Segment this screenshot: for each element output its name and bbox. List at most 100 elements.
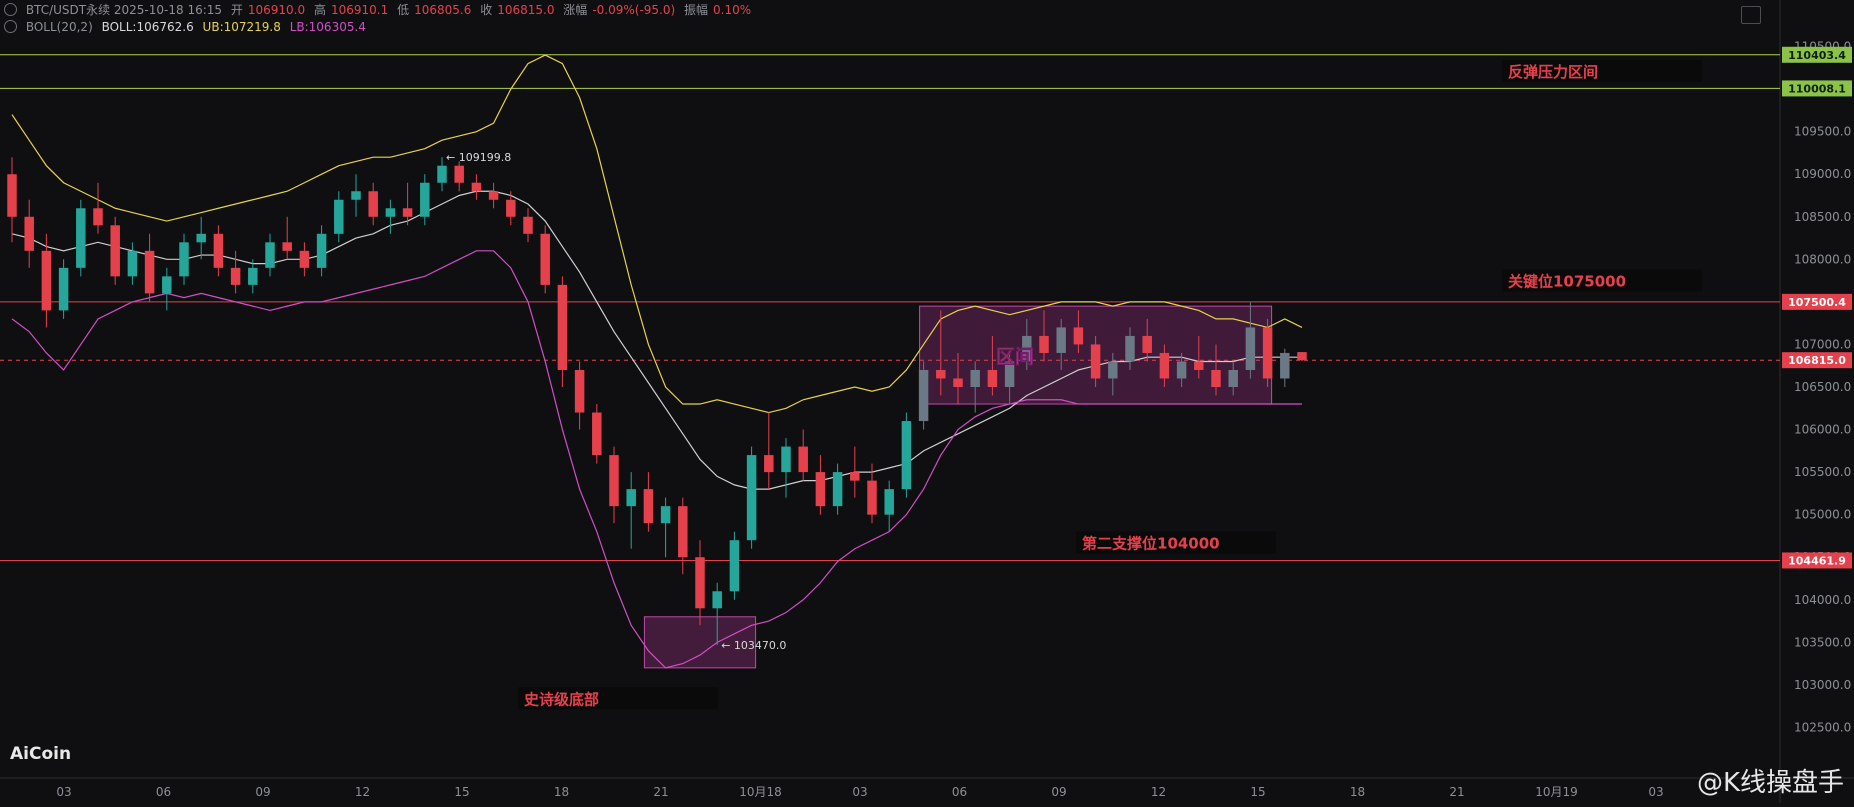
- candle: [523, 208, 533, 243]
- candle-body: [712, 591, 722, 609]
- candle: [316, 225, 327, 277]
- candle: [798, 429, 808, 481]
- annotation-bg: [518, 687, 718, 710]
- candle: [334, 191, 344, 243]
- eye-icon[interactable]: [4, 20, 17, 33]
- candle-body: [1297, 352, 1307, 361]
- candle: [368, 182, 378, 226]
- candle: [746, 446, 757, 549]
- candle: [574, 361, 585, 430]
- candle-body: [213, 233, 224, 268]
- candle-body: [867, 480, 877, 515]
- y-tick-label: 108000.0: [1794, 252, 1851, 266]
- candle-body: [41, 250, 52, 311]
- candle: [1142, 318, 1152, 362]
- x-tick-label: 10月18: [739, 785, 782, 799]
- x-tick-label: 21: [653, 785, 668, 799]
- candle-body: [1159, 352, 1170, 379]
- candle: [712, 582, 722, 645]
- candle-body: [316, 233, 327, 268]
- symbol-line: BTC/USDT永续 2025-10-18 16:15: [25, 3, 223, 17]
- candle: [196, 216, 206, 260]
- boll-label[interactable]: BOLL(20,2): [25, 20, 93, 34]
- annotation-bg: [1502, 269, 1702, 292]
- candle-body: [437, 165, 447, 183]
- candle: [1245, 301, 1256, 379]
- candle-body: [110, 225, 120, 277]
- candle-body: [815, 472, 826, 507]
- settings-icon[interactable]: [1741, 6, 1761, 24]
- candle-body: [1056, 327, 1066, 353]
- candle-body: [162, 276, 172, 294]
- annotation-label: 区间: [996, 346, 1034, 368]
- eye-icon[interactable]: [4, 3, 17, 16]
- candle-body: [970, 369, 980, 387]
- boll-upper-band: [11, 54, 1303, 414]
- y-tick-label: 104000.0: [1794, 593, 1851, 607]
- boll-middle-band: [11, 190, 1302, 490]
- price-tag: [1782, 552, 1852, 569]
- price-tag: [1782, 80, 1852, 97]
- candle-body: [1090, 344, 1101, 379]
- high-value: 106910.1: [330, 3, 389, 17]
- x-tick-label: 10月19: [1535, 785, 1578, 799]
- candle-body: [609, 455, 619, 507]
- candle: [1056, 318, 1066, 370]
- annotation-bg: [1502, 60, 1702, 83]
- candle: [540, 225, 550, 294]
- candle-body: [850, 472, 860, 481]
- candle: [781, 438, 791, 498]
- candle-body: [1262, 327, 1273, 379]
- candle-body: [299, 250, 310, 268]
- candle: [815, 455, 826, 515]
- y-tick-label: 106000.0: [1794, 423, 1851, 437]
- candle: [1194, 335, 1204, 379]
- candle-body: [832, 472, 843, 507]
- boll-ub-value: UB:107219.8: [202, 20, 281, 34]
- y-tick-label: 106500.0: [1794, 380, 1851, 394]
- candle-body: [265, 242, 275, 268]
- candle: [1280, 348, 1290, 387]
- candle: [953, 352, 963, 405]
- candle: [248, 259, 258, 294]
- price-tag-label: 110008.1: [1788, 82, 1846, 95]
- candle: [265, 233, 275, 277]
- candle: [901, 412, 912, 498]
- candle-body: [764, 455, 774, 473]
- candle: [1004, 352, 1015, 405]
- candle-body: [987, 369, 998, 387]
- candle: [850, 446, 860, 498]
- candle-body: [695, 557, 705, 609]
- candle: [76, 199, 86, 277]
- candle-body: [1194, 361, 1204, 370]
- price-tag: [1782, 46, 1852, 63]
- x-tick-label: 18: [1350, 785, 1365, 799]
- candle-body: [626, 489, 636, 507]
- candle-body: [1245, 327, 1256, 370]
- candle-body: [248, 267, 258, 285]
- candle: [1073, 310, 1084, 353]
- x-tick-label: 06: [156, 785, 171, 799]
- annotation-bg: [1076, 531, 1276, 554]
- candle: [557, 276, 568, 387]
- candle-body: [24, 216, 34, 251]
- candle: [437, 157, 447, 192]
- x-tick-label: 06: [952, 785, 967, 799]
- y-tick-label: 108500.0: [1794, 210, 1851, 224]
- x-tick-label: 03: [1648, 785, 1663, 799]
- x-tick-label: 03: [852, 785, 867, 799]
- y-tick-label: 109500.0: [1794, 125, 1851, 139]
- candle: [695, 540, 705, 626]
- candle: [609, 446, 619, 524]
- candle-body: [746, 455, 757, 541]
- candle-body: [1004, 361, 1015, 387]
- watermark: @K线操盘手: [1696, 768, 1844, 798]
- y-tick-label: 103500.0: [1794, 635, 1851, 649]
- candle: [678, 497, 688, 575]
- candle: [1022, 318, 1032, 370]
- candle: [1211, 344, 1221, 396]
